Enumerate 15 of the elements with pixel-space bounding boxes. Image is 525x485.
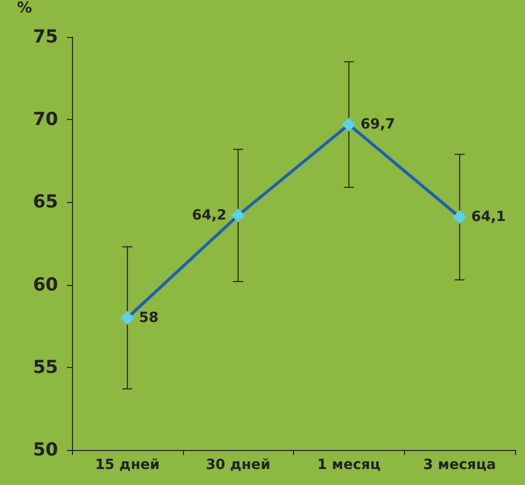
x-tick-label: 15 дней <box>95 457 160 473</box>
y-tick-label: 55 <box>32 356 58 378</box>
x-tick-label: 1 месяц <box>317 457 380 473</box>
data-label: 64,1 <box>471 209 506 226</box>
y-axis-title: % <box>16 0 32 16</box>
data-label: 58 <box>138 310 158 326</box>
data-label: 64,2 <box>192 207 227 224</box>
x-tick-label: 3 месяца <box>423 457 496 473</box>
y-tick-label: 65 <box>32 192 58 213</box>
y-tick-label: 75 <box>32 26 58 48</box>
y-tick-label: 50 <box>32 440 58 460</box>
y-tick-label: 60 <box>32 274 58 296</box>
x-tick-label: 30 дней <box>206 457 270 473</box>
data-label: 69,7 <box>360 116 396 133</box>
y-tick-label: 70 <box>32 109 58 130</box>
